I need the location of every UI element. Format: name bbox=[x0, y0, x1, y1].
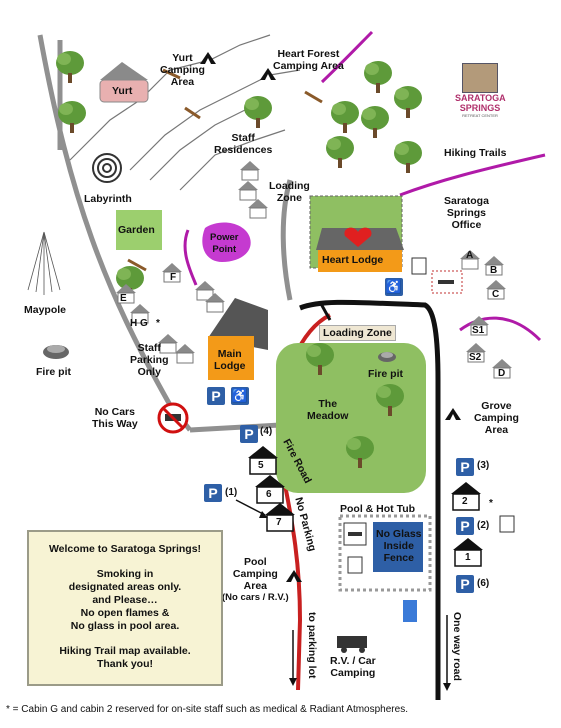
cabin-5-label: 5 bbox=[258, 460, 264, 471]
mountain-ridge bbox=[69, 34, 301, 191]
smoking-area-icon bbox=[411, 257, 427, 275]
welcome-box: Welcome to Saratoga Springs! Smoking in … bbox=[27, 530, 223, 686]
main-lodge bbox=[208, 336, 254, 380]
loading-road bbox=[280, 179, 293, 301]
power-point-label: Power Point bbox=[210, 232, 239, 255]
parking-sign-3: P bbox=[456, 458, 474, 476]
no-cars-label: No Cars This Way bbox=[92, 406, 138, 430]
parking-3-count: (3) bbox=[477, 460, 490, 471]
heart-icon bbox=[344, 227, 372, 247]
hiking-trails-label: Hiking Trails bbox=[444, 147, 507, 159]
parking-1-count: (1) bbox=[225, 487, 238, 498]
cabin-1-label: 1 bbox=[465, 552, 471, 563]
cabin-7-label: 7 bbox=[276, 517, 282, 528]
labyrinth-label: Labyrinth bbox=[84, 193, 132, 205]
cabin-2-star: * bbox=[489, 498, 493, 509]
wheelchair-icon: ♿ bbox=[231, 387, 249, 405]
yurt-body bbox=[99, 79, 149, 103]
cabin-f-label: F bbox=[170, 272, 177, 283]
yurt-label: Yurt bbox=[112, 85, 133, 97]
heart-lodge-label: Heart Lodge bbox=[322, 254, 384, 266]
parking-6-count: (6) bbox=[477, 578, 490, 589]
meadow-label: The Meadow bbox=[307, 398, 349, 422]
loading-zone-label: Loading Zone bbox=[319, 325, 396, 341]
main-lodge-label: Main Lodge bbox=[214, 348, 246, 372]
smoking-area-icon bbox=[347, 556, 363, 574]
smoking-area-icon bbox=[499, 515, 515, 533]
cabin-b-label: B bbox=[490, 265, 498, 276]
meadow-fire-pit-label: Fire pit bbox=[368, 368, 404, 380]
pool-camping-label: Pool Camping Area (No cars / R.V.) bbox=[222, 556, 289, 603]
no-smoking-icon bbox=[431, 270, 463, 294]
parking-sign-4: P bbox=[240, 425, 258, 443]
tent-icon bbox=[445, 408, 461, 420]
office-label: Saratoga Springs Office bbox=[444, 195, 489, 231]
pool bbox=[403, 600, 417, 622]
yurt-roof bbox=[100, 62, 148, 80]
staff-residences-label: Staff Residences bbox=[214, 132, 273, 156]
pool-fence bbox=[338, 514, 432, 592]
one-way-road-label: One way road bbox=[451, 612, 463, 681]
footnote: * = Cabin G and cabin 2 reserved for on-… bbox=[6, 704, 408, 715]
parking-sign-6: P bbox=[456, 575, 474, 593]
parking-sign-2: P bbox=[456, 517, 474, 535]
cabin-s1-label: S1 bbox=[472, 325, 485, 336]
trail-left bbox=[183, 229, 198, 286]
fire-pit-label: Fire pit bbox=[36, 366, 72, 378]
meadow bbox=[276, 343, 426, 493]
heart-forest-label: Heart Forest Camping Area bbox=[273, 48, 344, 72]
staff-parking-label: Staff Parking Only bbox=[130, 342, 169, 378]
cabin-2-label: 2 bbox=[462, 496, 468, 507]
inner-loop bbox=[318, 301, 332, 321]
to-parking-lot-label: to parking lot bbox=[306, 612, 318, 679]
cabin-e-label: E bbox=[120, 293, 127, 304]
grove-label: Grove Camping Area bbox=[474, 400, 519, 436]
no-smoking-icon bbox=[343, 522, 367, 546]
cabin-d-label: D bbox=[498, 368, 506, 379]
garden-label: Garden bbox=[118, 224, 155, 236]
welcome-title: Welcome to Saratoga Springs! bbox=[48, 543, 202, 555]
cabin-c-label: C bbox=[492, 289, 500, 300]
wheelchair-icon: ♿ bbox=[385, 278, 403, 296]
no-cars-icon bbox=[157, 402, 189, 434]
parking-sign-lodge: P bbox=[207, 387, 225, 405]
rv-camping-label: R.V. / Car Camping bbox=[330, 655, 376, 679]
parking-2-count: (2) bbox=[477, 520, 490, 531]
parking-sign-1: P bbox=[204, 484, 222, 502]
power-point bbox=[202, 222, 251, 262]
cabin-hg-star: * bbox=[156, 318, 160, 329]
maypole-icon bbox=[27, 231, 61, 295]
maypole-label: Maypole bbox=[24, 304, 67, 316]
loading-zone-top-label: Loading Zone bbox=[269, 180, 310, 204]
road-to-lodge bbox=[189, 422, 281, 433]
garden bbox=[116, 210, 162, 250]
trail-grove bbox=[459, 316, 542, 342]
parking-4-count: (4) bbox=[260, 426, 273, 437]
labyrinth-icon bbox=[92, 153, 122, 183]
cabin-a-label: A bbox=[466, 250, 474, 261]
cabin-s2-label: S2 bbox=[469, 352, 482, 363]
no-glass-label: No Glass Inside Fence bbox=[376, 528, 422, 564]
fire-pit-icon bbox=[43, 345, 69, 359]
trail-upper bbox=[320, 30, 374, 84]
pool-hot-tub-label: Pool & Hot Tub bbox=[340, 503, 416, 515]
rv-icon bbox=[337, 636, 367, 653]
no-glass-sign bbox=[373, 522, 423, 572]
logo: SARATOGA SPRINGS RETREAT CENTER bbox=[455, 63, 506, 118]
trail-right bbox=[399, 153, 546, 197]
cabin-6-label: 6 bbox=[266, 489, 272, 500]
fire-pit-icon bbox=[378, 352, 396, 362]
cabin-hg-label: H G bbox=[130, 318, 148, 329]
yurt-camping-label: Yurt Camping Area bbox=[160, 52, 205, 88]
